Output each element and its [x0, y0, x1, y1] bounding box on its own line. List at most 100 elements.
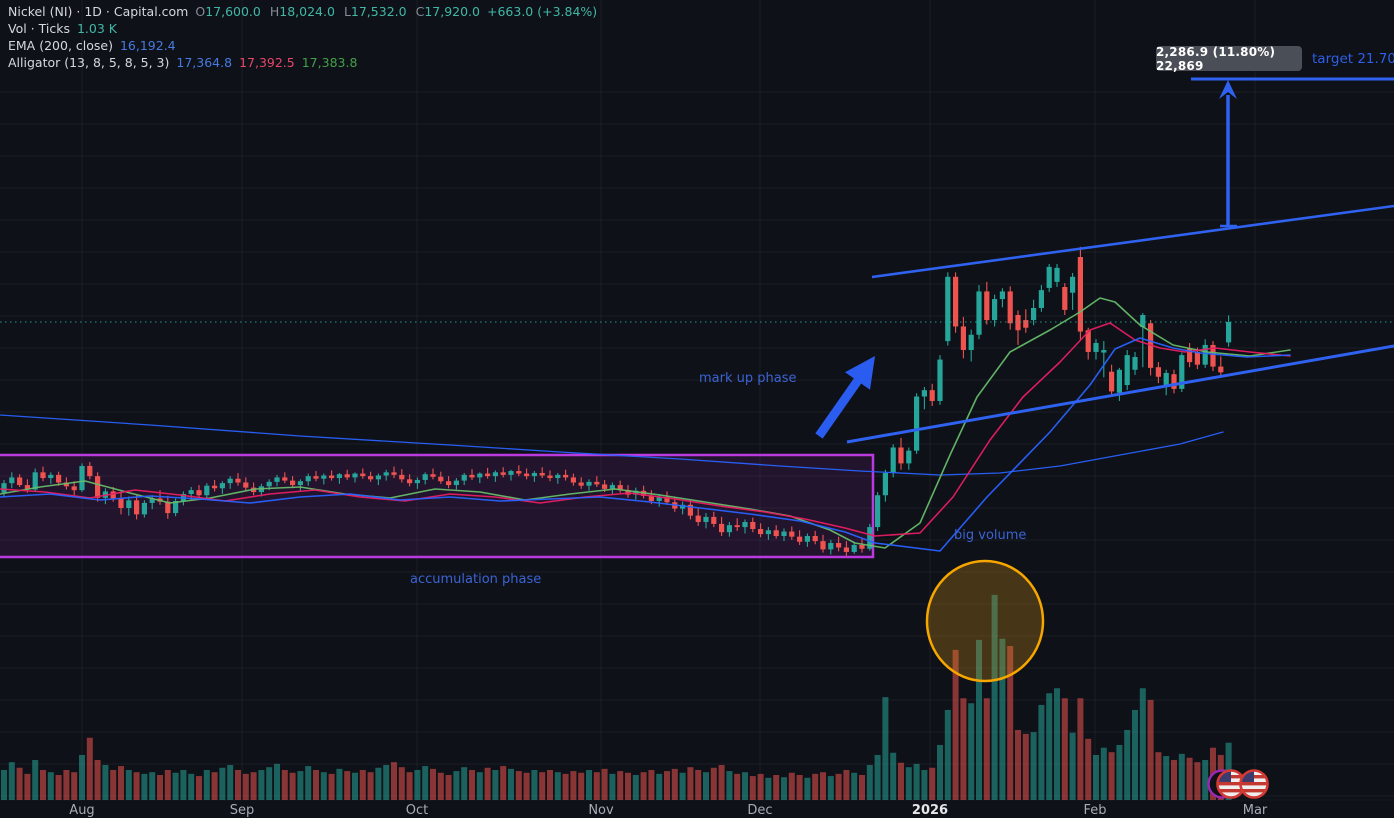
volume-bar: [578, 772, 585, 800]
candle-body: [921, 390, 927, 397]
time-axis-label: 2026: [912, 803, 948, 818]
markup-arrow[interactable]: [815, 355, 876, 439]
volume-bar: [749, 776, 756, 800]
volume-bar: [1194, 762, 1201, 800]
volume-bar: [656, 773, 663, 800]
time-axis-label: Dec: [747, 803, 772, 818]
symbol-title[interactable]: Nickel (NI) · 1D · Capital.com: [8, 4, 189, 19]
candle-body: [820, 541, 826, 550]
target-text[interactable]: target 21.700: [1312, 51, 1394, 67]
candle-body: [578, 482, 584, 486]
candle-body: [843, 547, 849, 552]
candle-body: [945, 276, 951, 342]
candle-body: [999, 291, 1005, 300]
low-value: L17,532.0: [343, 4, 407, 19]
volume-bar: [414, 769, 421, 800]
candle-body: [1116, 369, 1122, 393]
measure-tool-label[interactable]: 2,286.9 (11.80%) 22,869: [1156, 45, 1302, 73]
volume-bar: [157, 774, 163, 800]
volume-bar: [1030, 732, 1037, 800]
volume-bar: [991, 594, 998, 800]
time-axis-label: Mar: [1243, 803, 1268, 818]
candle-body: [407, 479, 413, 484]
candle-body: [305, 476, 311, 482]
volume-bar: [94, 759, 101, 800]
volume-bar: [820, 772, 826, 800]
lower-channel-trendline[interactable]: [846, 344, 1394, 444]
time-axis[interactable]: Aug Sep Oct Nov Dec 2026 Feb Mar: [0, 799, 1394, 818]
volume-bar: [1100, 747, 1107, 800]
volume-indicator-label[interactable]: Vol · Ticks: [8, 21, 70, 36]
volume-bar: [547, 769, 553, 800]
volume-bar: [469, 769, 475, 800]
volume-bar: [1124, 729, 1131, 800]
ema-indicator-label[interactable]: EMA (200, close): [8, 38, 113, 53]
candle-body: [984, 291, 990, 321]
volume-bar: [71, 772, 78, 800]
big-volume-circle[interactable]: [925, 559, 1045, 683]
volume-bar: [874, 754, 881, 800]
volume-bar: [1178, 753, 1185, 800]
time-axis-label: Sep: [230, 803, 255, 818]
volume-bar: [859, 774, 865, 800]
volume-bar: [211, 772, 218, 800]
volume-bar: [266, 767, 273, 800]
ema-legend-row[interactable]: EMA (200, close) 16,192.4: [8, 38, 597, 55]
volume-bar: [851, 772, 858, 800]
volume-bar: [289, 772, 296, 800]
close-value: C17,920.0: [415, 4, 480, 19]
volume-bar: [1202, 759, 1209, 800]
volume-bar: [1007, 645, 1014, 800]
volume-bar: [461, 767, 468, 800]
candle-body: [243, 482, 249, 488]
volume-bar: [1069, 732, 1076, 800]
candle-body: [836, 543, 842, 548]
volume-bar: [695, 769, 702, 800]
volume-bar: [804, 777, 811, 800]
candle-body: [524, 473, 530, 477]
volume-bar: [562, 773, 569, 800]
volume-bar: [47, 772, 54, 800]
alligator-jaw-line: [0, 337, 1291, 552]
candle-body: [898, 447, 904, 464]
candle-body: [188, 490, 194, 494]
candle-body: [1226, 322, 1232, 343]
volume-bar: [757, 773, 764, 800]
volume-bar: [632, 774, 639, 800]
candle-body: [461, 474, 467, 481]
time-axis-label: Nov: [588, 803, 614, 818]
candle-body: [1070, 276, 1076, 293]
symbol-legend-row[interactable]: Nickel (NI) · 1D · Capital.com O17,600.0…: [8, 4, 597, 21]
alligator-legend-row[interactable]: Alligator (13, 8, 5, 8, 5, 3) 17,364.8 1…: [8, 55, 597, 72]
candle-body: [368, 476, 374, 480]
candle-body: [656, 497, 662, 501]
volume-bar: [1038, 704, 1045, 800]
volume-bar: [796, 774, 803, 800]
candle-body: [336, 474, 342, 479]
upper-channel-trendline[interactable]: [871, 204, 1394, 279]
candle-body: [890, 447, 896, 473]
alligator-teeth-line: [0, 322, 1291, 537]
candle-body: [1155, 367, 1161, 377]
volume-bar: [1108, 752, 1115, 800]
candle-body: [492, 472, 498, 477]
event-icons[interactable]: [1207, 769, 1269, 799]
big-volume-text[interactable]: big volume: [954, 528, 1027, 543]
volume-bar: [890, 752, 897, 800]
candle-body: [313, 476, 319, 479]
accumulation-phase-text[interactable]: accumulation phase: [410, 572, 542, 587]
candle-body: [17, 477, 23, 486]
candle-body: [664, 497, 670, 503]
volume-bar: [235, 769, 241, 800]
candle-body: [602, 484, 608, 489]
volume-bar: [726, 771, 733, 800]
us-flag-event-icon[interactable]: [1239, 769, 1269, 799]
candle-body: [1218, 366, 1224, 373]
markup-phase-text[interactable]: mark up phase: [699, 371, 797, 386]
candles-layer: [1, 246, 1232, 556]
volume-bar: [765, 777, 772, 800]
us-flag-event-icon[interactable]: [1216, 769, 1246, 799]
alligator-indicator-label[interactable]: Alligator (13, 8, 5, 8, 5, 3): [8, 55, 170, 70]
volume-legend-row[interactable]: Vol · Ticks 1.03 K: [8, 21, 597, 38]
